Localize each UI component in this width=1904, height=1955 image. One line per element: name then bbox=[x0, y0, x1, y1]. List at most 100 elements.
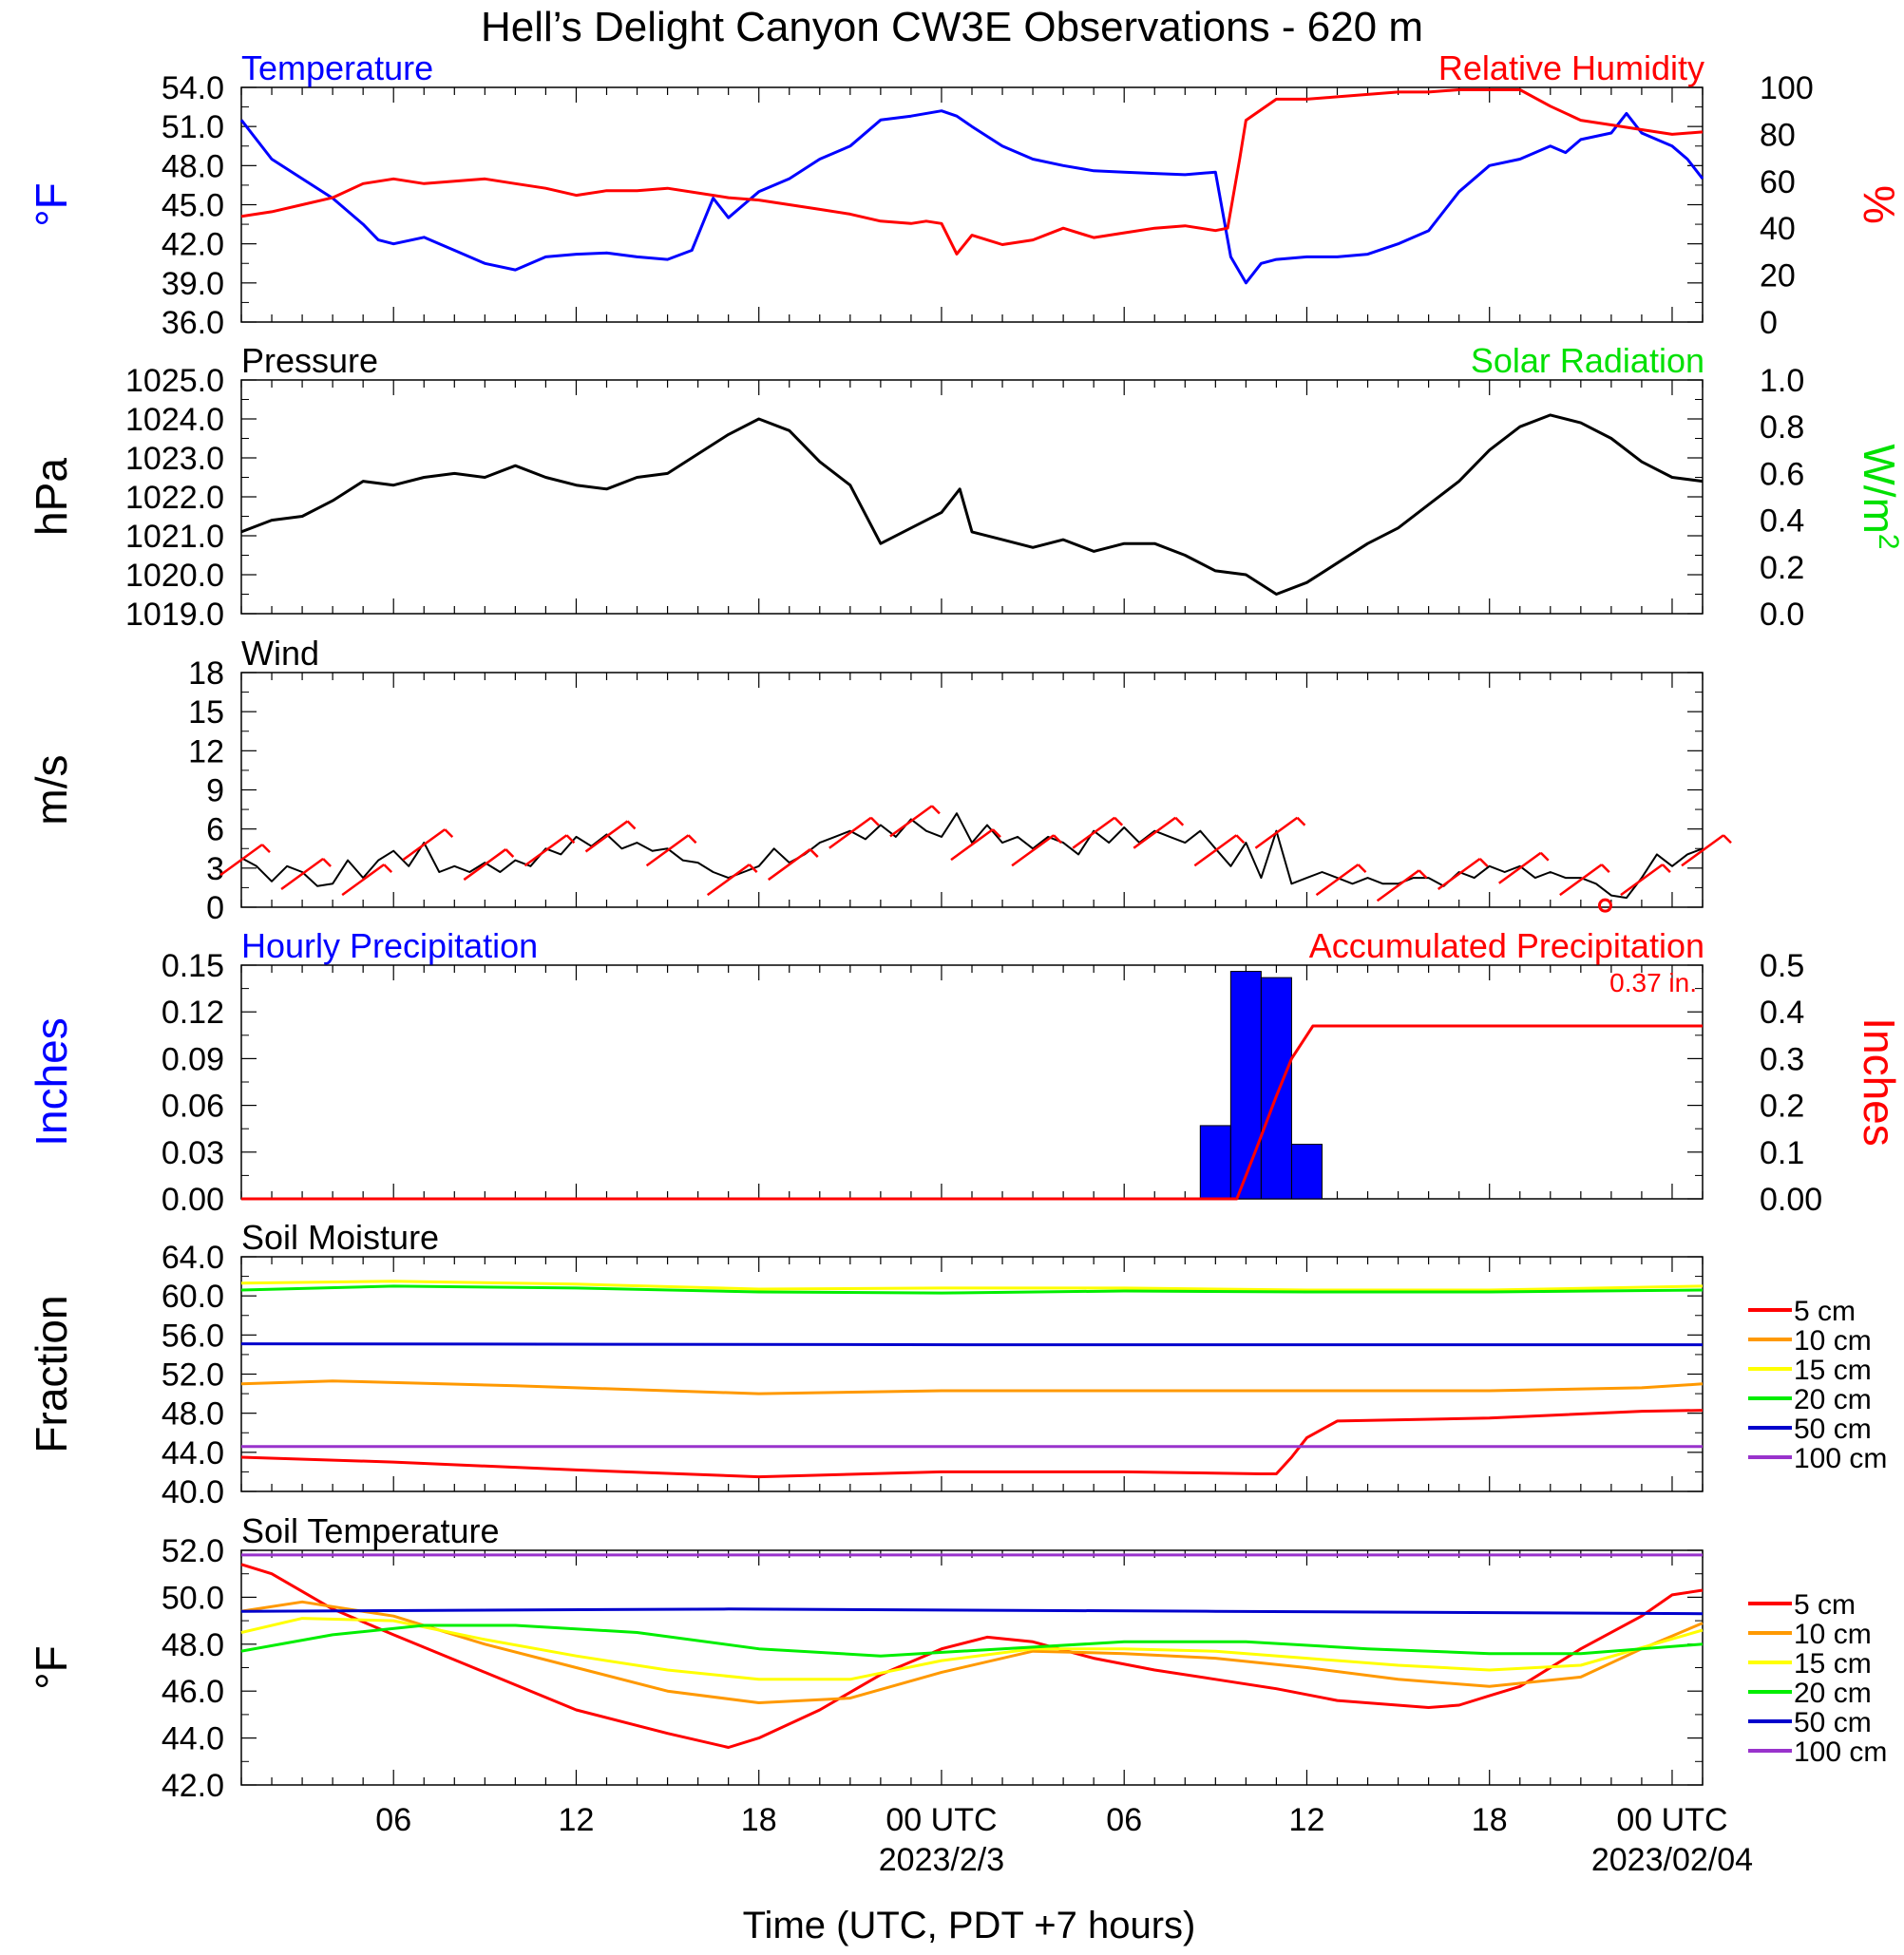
precip-bar bbox=[1260, 977, 1292, 1200]
y-tick-label: 9 bbox=[206, 773, 224, 809]
50-cm-line bbox=[240, 1342, 1703, 1347]
wind-barb-flag bbox=[261, 844, 271, 854]
y-tick-label: 42.0 bbox=[162, 227, 224, 263]
y2-tick-label: 0.00 bbox=[1760, 1182, 1822, 1218]
y-tick-label: 18 bbox=[188, 655, 224, 692]
wind-barb bbox=[1620, 864, 1664, 897]
y2-tick-label: 0.3 bbox=[1760, 1041, 1804, 1077]
panel-temp_rh: 54.051.048.0 45.042.039.036.0 100 80 60 40 20 0… bbox=[27, 48, 1904, 341]
wind-barb bbox=[1011, 834, 1055, 867]
legend-label: 20 cm bbox=[1794, 1678, 1872, 1709]
wind-barb-flag bbox=[626, 820, 637, 830]
wind-barb-flag bbox=[322, 858, 332, 867]
wind-barb bbox=[706, 864, 751, 897]
y-tick-label: 1022.0 bbox=[125, 480, 224, 516]
5-cm-line bbox=[240, 1563, 1704, 1749]
y2-tick-label: 0.4 bbox=[1760, 503, 1804, 540]
wind-barb-flag bbox=[383, 864, 393, 874]
panel-soil_moisture: 64.060.056.052.048.044.040.0 Soil Moistur… bbox=[27, 1218, 1887, 1510]
wind-barb-flag bbox=[1539, 851, 1550, 862]
y2-axis-title: % bbox=[1855, 185, 1904, 224]
wind-barb bbox=[341, 864, 385, 897]
panel-title-left: Soil Moisture bbox=[241, 1218, 439, 1257]
plot-frame bbox=[240, 964, 1704, 1200]
legend-label: 100 cm bbox=[1794, 1737, 1887, 1768]
plot-frame bbox=[240, 379, 1704, 615]
wind-barb bbox=[463, 848, 507, 882]
y2-tick-label: 20 bbox=[1760, 258, 1796, 294]
y-tick-label: 3 bbox=[206, 851, 224, 887]
wind-barb-flag bbox=[1723, 834, 1732, 845]
y-tick-label: 52.0 bbox=[162, 1533, 224, 1569]
y-tick-label: 0.15 bbox=[162, 948, 224, 984]
y-axis-title: m/s bbox=[27, 754, 76, 825]
y-tick-label: 0 bbox=[206, 890, 224, 926]
x-tick-label: 18 bbox=[741, 1802, 777, 1838]
y-tick-label: 44.0 bbox=[162, 1435, 224, 1471]
panel-title-right: Accumulated Precipitation bbox=[1309, 926, 1704, 965]
panel-title-left: Wind bbox=[241, 634, 319, 673]
x-tick-label: 06 bbox=[375, 1802, 411, 1838]
wind-barb bbox=[1376, 869, 1420, 902]
panel-title-left: Pressure bbox=[241, 341, 378, 380]
y2-tick-label: 80 bbox=[1760, 117, 1796, 153]
y-tick-label: 0.06 bbox=[162, 1089, 224, 1125]
y-tick-label: 45.0 bbox=[162, 188, 224, 224]
20-cm-line bbox=[240, 1284, 1704, 1295]
y-tick-label: 1021.0 bbox=[125, 519, 224, 555]
legend-label: 15 cm bbox=[1794, 1648, 1872, 1680]
legend-label: 100 cm bbox=[1794, 1443, 1887, 1474]
panel-title-left: Hourly Precipitation bbox=[241, 926, 538, 965]
wind-barb-flag bbox=[1662, 864, 1671, 874]
y-tick-label: 60.0 bbox=[162, 1279, 224, 1315]
10-cm-line bbox=[240, 1600, 1704, 1704]
wind-barb bbox=[1681, 834, 1724, 867]
calm-wind-marker bbox=[1597, 898, 1612, 913]
wind-barb bbox=[524, 834, 568, 867]
wind-barb bbox=[645, 834, 690, 867]
wind-barb-flag bbox=[1235, 834, 1246, 845]
wind-barb-flag bbox=[1357, 864, 1367, 874]
20-cm-line bbox=[240, 1623, 1704, 1658]
panel-precip: 0.15 0.12 0.09 0.06 0.03 0.00 0.5 0.4 0.3 0.2 0.1 0… bbox=[27, 926, 1904, 1218]
5-cm-line bbox=[240, 1409, 1704, 1479]
date-label: 2023/02/04 bbox=[1591, 1842, 1753, 1878]
y-tick-label: 44.0 bbox=[162, 1721, 224, 1757]
y-tick-label: 52.0 bbox=[162, 1357, 224, 1394]
wind-barb bbox=[889, 805, 933, 838]
y-tick-label: 39.0 bbox=[162, 266, 224, 302]
wind-barb-flag bbox=[687, 834, 697, 845]
y2-tick-label: 0.5 bbox=[1760, 948, 1804, 984]
y2-tick-label: 0.2 bbox=[1760, 550, 1804, 586]
wind-barb-flag bbox=[931, 805, 941, 815]
y-tick-label: 12 bbox=[188, 733, 224, 769]
15-cm-line bbox=[240, 1280, 1704, 1292]
date-label: 2023/2/3 bbox=[879, 1842, 1004, 1878]
y-axis-title: °F bbox=[27, 182, 76, 227]
y-tick-label: 48.0 bbox=[162, 148, 224, 184]
legend-label: 20 cm bbox=[1794, 1384, 1872, 1415]
panel-title-left: Temperature bbox=[241, 48, 433, 87]
wind-barb bbox=[1133, 816, 1176, 849]
wind-barb bbox=[1437, 857, 1481, 890]
panel-title-right: Relative Humidity bbox=[1438, 48, 1704, 87]
y-axis-title: Inches bbox=[27, 1017, 76, 1147]
y-tick-label: 6 bbox=[206, 812, 224, 848]
wind-barb-flag bbox=[748, 864, 758, 874]
y-tick-label: 42.0 bbox=[162, 1768, 224, 1804]
y-tick-label: 0.00 bbox=[162, 1182, 224, 1218]
y2-axis-title-superscript: 2 bbox=[1874, 534, 1904, 550]
y2-tick-label: 0.0 bbox=[1760, 597, 1804, 633]
x-tick-label: 18 bbox=[1472, 1802, 1508, 1838]
wind-barb bbox=[1498, 851, 1542, 884]
y-tick-label: 50.0 bbox=[162, 1580, 224, 1616]
legend-label: 50 cm bbox=[1794, 1414, 1872, 1445]
y2-tick-label: 0.8 bbox=[1760, 409, 1804, 446]
y-tick-label: 51.0 bbox=[162, 109, 224, 145]
y2-tick-label: 60 bbox=[1760, 164, 1796, 200]
y-tick-label: 64.0 bbox=[162, 1240, 224, 1276]
y-tick-label: 0.03 bbox=[162, 1135, 224, 1171]
panels-group: 54.051.048.045.042.039.036.0100806040200… bbox=[27, 48, 1904, 1878]
accum-precip-line bbox=[241, 1024, 1703, 1201]
